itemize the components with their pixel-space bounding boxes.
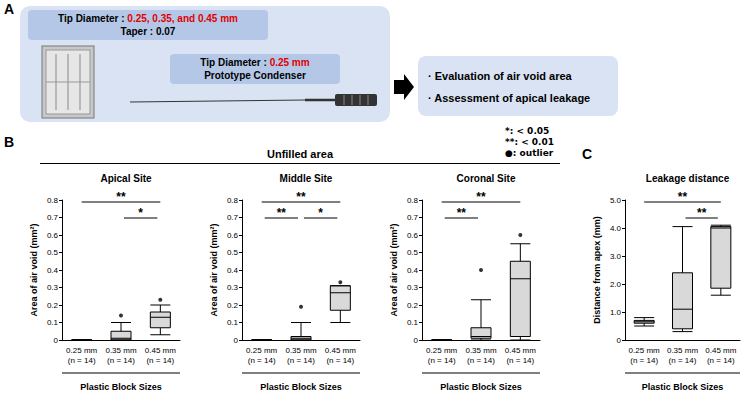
svg-text:**: ** xyxy=(457,206,467,220)
svg-text:Area of air void (mm²): Area of air void (mm²) xyxy=(29,223,39,316)
svg-text:0.5: 0.5 xyxy=(47,248,59,257)
svg-text:0.1: 0.1 xyxy=(227,318,239,327)
svg-text:Tip Diameter : 0.25, 0.35, and: Tip Diameter : 0.25, 0.35, and 0.45 mm xyxy=(58,13,238,24)
svg-text:**: ** xyxy=(678,190,688,204)
svg-text:0.4: 0.4 xyxy=(227,266,239,275)
svg-text:4.0: 4.0 xyxy=(610,224,622,233)
svg-text:0.8: 0.8 xyxy=(47,196,59,205)
svg-text:Middle Site: Middle Site xyxy=(280,173,333,184)
svg-text:Distance from apex (mm): Distance from apex (mm) xyxy=(592,216,602,324)
svg-text:3.0: 3.0 xyxy=(610,252,622,261)
svg-text:0.6: 0.6 xyxy=(47,231,59,240)
svg-text:Taper : 0.07: Taper : 0.07 xyxy=(121,26,176,37)
svg-text:0.45 mm: 0.45 mm xyxy=(705,346,736,355)
svg-text:(n = 14): (n = 14) xyxy=(630,356,658,365)
svg-text:(n = 14): (n = 14) xyxy=(107,356,135,365)
svg-text:Plastic Block Sizes: Plastic Block Sizes xyxy=(440,382,522,392)
svg-text:0.1: 0.1 xyxy=(47,318,59,327)
svg-text:**: ** xyxy=(476,190,486,204)
svg-text:0.25 mm: 0.25 mm xyxy=(66,346,97,355)
svg-text:0.25 mm: 0.25 mm xyxy=(426,346,457,355)
svg-text:0.3: 0.3 xyxy=(407,283,419,292)
svg-text:(n = 14): (n = 14) xyxy=(707,356,735,365)
svg-text:Prototype Condenser: Prototype Condenser xyxy=(204,70,306,81)
svg-text:0.25 mm: 0.25 mm xyxy=(246,346,277,355)
html-text:Unfilled area: Unfilled area xyxy=(267,148,333,160)
svg-text:*: * xyxy=(318,206,323,220)
svg-text:0: 0 xyxy=(617,336,622,345)
svg-text:(n = 14): (n = 14) xyxy=(326,356,354,365)
svg-text:0.2: 0.2 xyxy=(227,301,239,310)
svg-text:(n = 14): (n = 14) xyxy=(428,356,456,365)
svg-text:0.2: 0.2 xyxy=(47,301,59,310)
svg-text:0.5: 0.5 xyxy=(407,248,419,257)
svg-text:0.7: 0.7 xyxy=(47,213,59,222)
svg-text:0.3: 0.3 xyxy=(47,283,59,292)
svg-text:Plastic Block Sizes: Plastic Block Sizes xyxy=(260,382,342,392)
svg-text:Plastic Block Sizes: Plastic Block Sizes xyxy=(80,382,162,392)
svg-text:(n = 14): (n = 14) xyxy=(287,356,315,365)
svg-text:0.35 mm: 0.35 mm xyxy=(667,346,698,355)
svg-text:0.4: 0.4 xyxy=(47,266,59,275)
html-text:**: < 0.01: **: < 0.01 xyxy=(505,137,554,147)
svg-text:Coronal Site: Coronal Site xyxy=(457,173,516,184)
svg-text:0: 0 xyxy=(234,336,239,345)
svg-text:(n = 14): (n = 14) xyxy=(467,356,495,365)
html-text:C: C xyxy=(582,146,593,162)
svg-text:· Evaluation of air void area: · Evaluation of air void area xyxy=(428,70,573,82)
svg-text:0.25 mm: 0.25 mm xyxy=(629,346,660,355)
svg-text:0.8: 0.8 xyxy=(227,196,239,205)
html-text:●: outlier: ●: outlier xyxy=(505,148,554,158)
svg-text:0: 0 xyxy=(54,336,59,345)
svg-text:**: ** xyxy=(296,190,306,204)
svg-text:0.8: 0.8 xyxy=(407,196,419,205)
svg-text:Area of air void (mm²): Area of air void (mm²) xyxy=(209,223,219,316)
html-text:*: < 0.05: *: < 0.05 xyxy=(505,126,550,136)
svg-text:(n = 14): (n = 14) xyxy=(669,356,697,365)
svg-text:0.35 mm: 0.35 mm xyxy=(465,346,496,355)
svg-text:0.6: 0.6 xyxy=(407,231,419,240)
svg-text:0.1: 0.1 xyxy=(407,318,419,327)
svg-text:0.4: 0.4 xyxy=(407,266,419,275)
svg-text:0: 0 xyxy=(414,336,419,345)
svg-text:· Assessment of apical leakage: · Assessment of apical leakage xyxy=(428,92,590,104)
svg-text:2.0: 2.0 xyxy=(610,280,622,289)
svg-text:0.6: 0.6 xyxy=(227,231,239,240)
svg-text:Area of air void (mm²): Area of air void (mm²) xyxy=(389,223,399,316)
svg-text:(n = 14): (n = 14) xyxy=(146,356,174,365)
svg-text:**: ** xyxy=(277,206,287,220)
svg-text:*: * xyxy=(138,206,143,220)
svg-text:Tip Diameter : 0.25 mm: Tip Diameter : 0.25 mm xyxy=(200,57,309,68)
svg-text:(n = 14): (n = 14) xyxy=(248,356,276,365)
svg-text:0.35 mm: 0.35 mm xyxy=(105,346,136,355)
svg-text:**: ** xyxy=(116,190,126,204)
html-text:B: B xyxy=(4,134,15,150)
svg-text:0.35 mm: 0.35 mm xyxy=(285,346,316,355)
svg-text:1.0: 1.0 xyxy=(610,308,622,317)
svg-text:0.3: 0.3 xyxy=(227,283,239,292)
svg-text:0.7: 0.7 xyxy=(227,213,239,222)
svg-text:5.0: 5.0 xyxy=(610,196,622,205)
svg-text:0.45 mm: 0.45 mm xyxy=(505,346,536,355)
svg-text:Leakage distance: Leakage distance xyxy=(646,173,730,184)
svg-text:0.2: 0.2 xyxy=(407,301,419,310)
svg-text:0.45 mm: 0.45 mm xyxy=(325,346,356,355)
svg-text:0.7: 0.7 xyxy=(407,213,419,222)
svg-text:**: ** xyxy=(697,206,707,220)
svg-text:0.5: 0.5 xyxy=(227,248,239,257)
svg-text:A: A xyxy=(4,1,14,17)
svg-text:(n = 14): (n = 14) xyxy=(68,356,96,365)
svg-text:Plastic Block Sizes: Plastic Block Sizes xyxy=(642,382,724,392)
svg-text:Apical Site: Apical Site xyxy=(100,173,152,184)
svg-text:(n = 14): (n = 14) xyxy=(506,356,534,365)
svg-text:0.45 mm: 0.45 mm xyxy=(145,346,176,355)
